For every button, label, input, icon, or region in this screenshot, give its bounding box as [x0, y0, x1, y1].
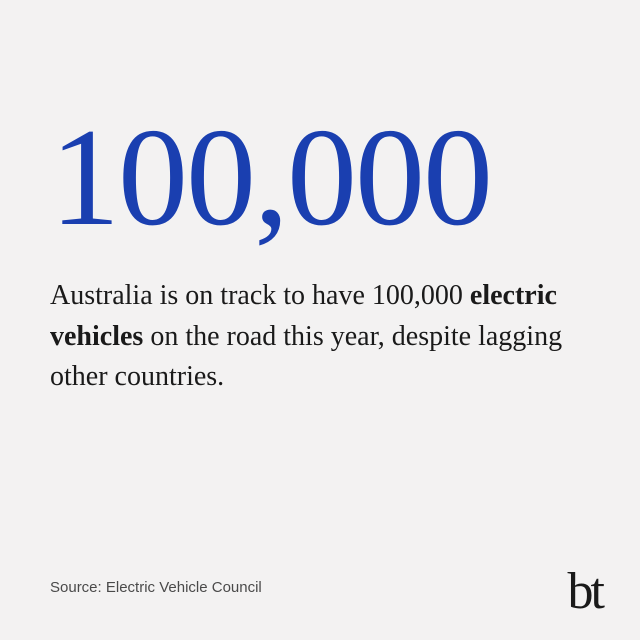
source-attribution: Source: Electric Vehicle Council	[50, 579, 262, 596]
body-text-before: Australia is on track to have 100,000	[50, 280, 470, 311]
brand-logo: bt	[568, 566, 602, 618]
headline-number: 100,000	[50, 108, 590, 248]
body-paragraph: Australia is on track to have 100,000 el…	[50, 276, 590, 398]
